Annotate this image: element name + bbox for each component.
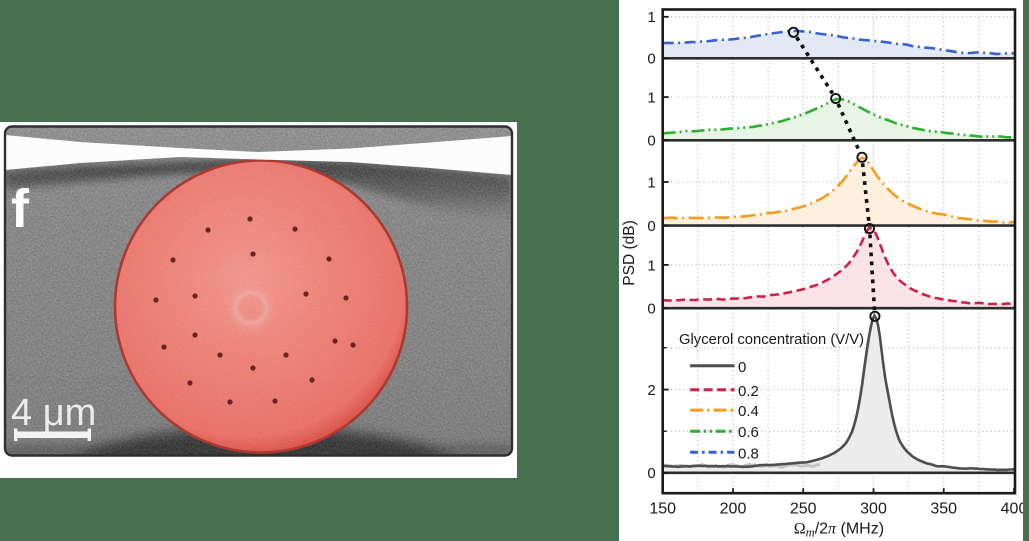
- svg-text:f: f: [11, 179, 30, 239]
- svg-text:0.8: 0.8: [738, 445, 759, 462]
- svg-text:Glycerol concentration (V/V): Glycerol concentration (V/V): [679, 332, 864, 348]
- svg-text:0: 0: [647, 133, 655, 150]
- svg-text:1: 1: [647, 257, 655, 274]
- svg-text:400: 400: [1001, 501, 1023, 518]
- svg-text:PSD (dB): PSD (dB): [621, 220, 638, 285]
- svg-text:150: 150: [649, 501, 676, 518]
- svg-text:0: 0: [647, 465, 655, 482]
- svg-text:0.2: 0.2: [738, 383, 759, 400]
- svg-text:4 μm: 4 μm: [11, 392, 96, 434]
- svg-text:0: 0: [647, 218, 655, 235]
- svg-text:0: 0: [738, 359, 746, 376]
- svg-text:0.4: 0.4: [738, 403, 759, 420]
- svg-text:0: 0: [647, 301, 655, 318]
- svg-text:0.6: 0.6: [738, 424, 759, 441]
- svg-text:200: 200: [720, 501, 747, 518]
- svg-text:0: 0: [647, 51, 655, 68]
- svg-text:350: 350: [930, 501, 957, 518]
- svg-text:1: 1: [647, 9, 655, 26]
- svg-text:1: 1: [647, 90, 655, 107]
- svg-text:2: 2: [647, 382, 655, 399]
- svg-text:250: 250: [790, 501, 817, 518]
- svg-text:300: 300: [860, 501, 887, 518]
- svg-text:Ωm/2π (MHz): Ωm/2π (MHz): [794, 521, 884, 540]
- svg-text:1: 1: [647, 174, 655, 191]
